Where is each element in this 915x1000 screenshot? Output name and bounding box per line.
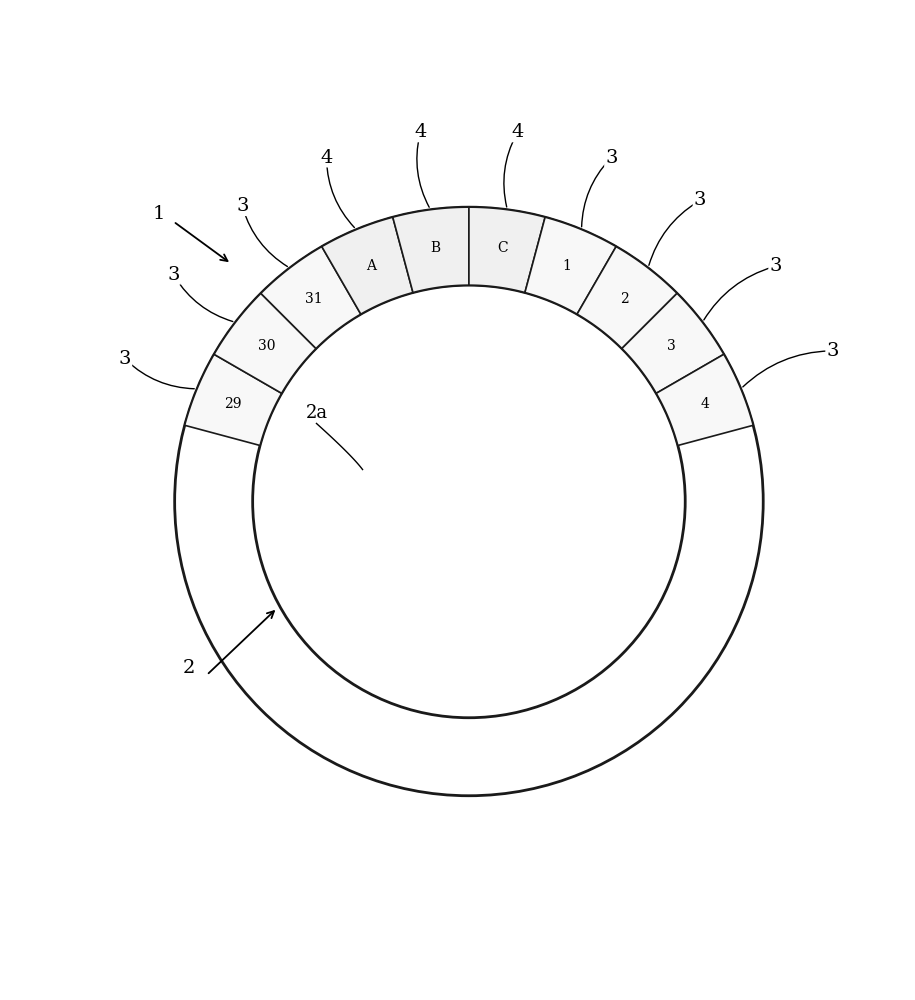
Text: C: C bbox=[497, 241, 508, 255]
Text: 3: 3 bbox=[770, 257, 781, 275]
Text: 1: 1 bbox=[562, 259, 571, 273]
Polygon shape bbox=[656, 354, 753, 445]
Text: 4: 4 bbox=[700, 397, 709, 411]
Text: 4: 4 bbox=[320, 149, 333, 167]
Polygon shape bbox=[393, 207, 468, 293]
Circle shape bbox=[253, 285, 685, 718]
Polygon shape bbox=[322, 217, 413, 314]
Text: 3: 3 bbox=[826, 342, 839, 360]
Text: A: A bbox=[366, 259, 376, 273]
Polygon shape bbox=[622, 293, 724, 393]
Text: 1: 1 bbox=[153, 205, 166, 223]
Circle shape bbox=[175, 207, 763, 796]
Text: 31: 31 bbox=[305, 292, 322, 306]
Text: 4: 4 bbox=[414, 123, 426, 141]
Polygon shape bbox=[214, 293, 316, 393]
Polygon shape bbox=[261, 247, 361, 349]
Text: 3: 3 bbox=[119, 350, 131, 368]
Text: 4: 4 bbox=[511, 123, 523, 141]
Polygon shape bbox=[468, 207, 545, 293]
Text: 3: 3 bbox=[605, 149, 618, 167]
Text: 2a: 2a bbox=[306, 404, 328, 422]
Text: 2: 2 bbox=[183, 659, 195, 677]
Text: 3: 3 bbox=[667, 339, 676, 353]
Text: B: B bbox=[431, 241, 441, 255]
Text: 2: 2 bbox=[620, 292, 629, 306]
Text: 30: 30 bbox=[258, 339, 275, 353]
Polygon shape bbox=[525, 217, 616, 314]
Text: 3: 3 bbox=[694, 191, 706, 209]
Polygon shape bbox=[577, 247, 677, 349]
Polygon shape bbox=[185, 354, 282, 445]
Text: 3: 3 bbox=[167, 266, 180, 284]
Text: 3: 3 bbox=[236, 197, 249, 215]
Text: 29: 29 bbox=[224, 397, 242, 411]
